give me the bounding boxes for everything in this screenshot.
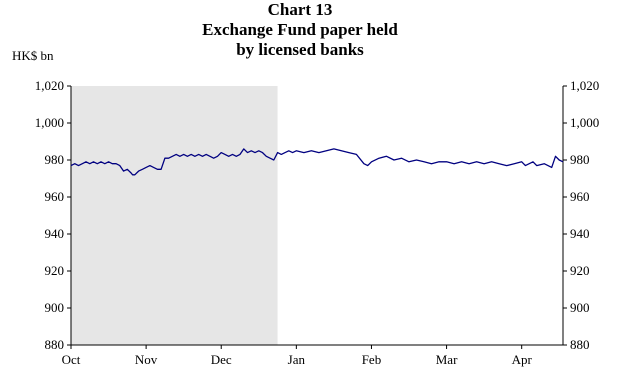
y-tick-label-left: 980 xyxy=(45,152,65,167)
y-tick-label-right: 980 xyxy=(570,152,590,167)
y-tick-label-left: 900 xyxy=(45,300,65,315)
y-tick-label-left: 1,020 xyxy=(35,78,64,93)
y-tick-label-right: 1,000 xyxy=(570,115,599,130)
y-tick-label-right: 920 xyxy=(570,263,590,278)
x-tick-label: Apr xyxy=(512,352,533,367)
chart-title-line-2: Exchange Fund paper held xyxy=(202,20,398,39)
y-tick-label-right: 880 xyxy=(570,337,590,352)
x-tick-label: Dec xyxy=(211,352,232,367)
y-tick-label-right: 1,020 xyxy=(570,78,599,93)
y-tick-label-right: 960 xyxy=(570,189,590,204)
y-axis-unit-label: HK$ bn xyxy=(12,48,54,63)
x-tick-label: Mar xyxy=(436,352,458,367)
y-tick-label-left: 880 xyxy=(45,337,65,352)
chart-title-line-1: Chart 13 xyxy=(267,0,333,19)
y-tick-label-left: 960 xyxy=(45,189,65,204)
x-tick-label: Feb xyxy=(362,352,382,367)
x-tick-label: Jan xyxy=(288,352,306,367)
series-line xyxy=(70,148,564,176)
chart-title-line-3: by licensed banks xyxy=(236,40,364,59)
shaded-period xyxy=(71,86,278,345)
y-tick-label-left: 1,000 xyxy=(35,115,64,130)
x-tick-label: Nov xyxy=(135,352,158,367)
y-tick-label-right: 940 xyxy=(570,226,590,241)
y-tick-label-right: 900 xyxy=(570,300,590,315)
x-tick-label: Oct xyxy=(62,352,81,367)
y-tick-label-left: 920 xyxy=(45,263,65,278)
y-tick-label-left: 940 xyxy=(45,226,65,241)
